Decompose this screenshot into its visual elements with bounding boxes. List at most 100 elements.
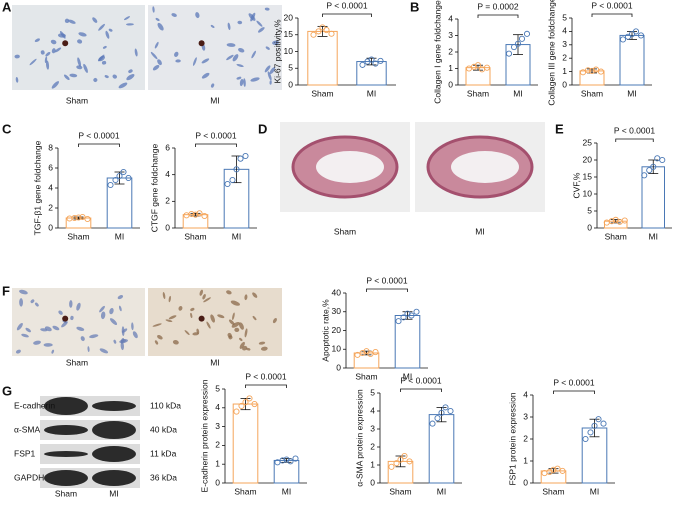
- data-point: [393, 460, 400, 467]
- cell-nucleus: [227, 22, 231, 31]
- cell-nucleus: [126, 23, 134, 26]
- data-point: [287, 458, 294, 465]
- y-tick-label: 0: [215, 477, 220, 487]
- cell-nucleus: [264, 7, 270, 11]
- cell-nucleus: [76, 302, 81, 311]
- data-point: [188, 210, 195, 218]
- data-point: [523, 30, 531, 37]
- y-tick-label: 2: [523, 433, 528, 443]
- cell-nucleus: [50, 39, 57, 45]
- data-point: [372, 349, 379, 356]
- y-tick-label: 15: [583, 171, 593, 181]
- cell-nucleus: [236, 76, 242, 80]
- cell-nucleus: [102, 45, 107, 49]
- cell-nucleus: [269, 80, 272, 85]
- y-tick-label: 1: [370, 459, 375, 469]
- panel-label: D: [258, 121, 267, 136]
- micrograph: [12, 5, 145, 90]
- y-tick-label: 4: [370, 405, 375, 415]
- cell-nucleus: [251, 50, 256, 59]
- cell-nucleus: [236, 63, 244, 68]
- cell-nucleus: [34, 302, 39, 307]
- cell-nucleus: [174, 51, 179, 57]
- cell-nucleus: [64, 18, 70, 24]
- cell-nucleus: [231, 321, 240, 328]
- data-point: [505, 50, 513, 57]
- data-point: [323, 27, 330, 34]
- panel-label: A: [2, 0, 12, 14]
- cell-nucleus: [250, 12, 256, 22]
- data-point: [641, 172, 648, 179]
- cell-nucleus: [104, 75, 109, 79]
- p-value: P < 0.0001: [553, 377, 594, 387]
- p-value: P < 0.0001: [400, 375, 441, 385]
- data-point: [84, 215, 91, 223]
- data-point: [600, 420, 607, 427]
- cell-nucleus: [54, 47, 62, 53]
- x-tick-label: MI: [649, 231, 658, 241]
- p-value: P < 0.0001: [591, 0, 632, 10]
- cell-nucleus: [244, 294, 248, 301]
- y-tick-label: 6: [165, 142, 170, 152]
- cell-nucleus: [157, 334, 163, 340]
- y-tick-label: 10: [332, 344, 342, 354]
- cell-nucleus: [234, 327, 240, 333]
- data-point: [584, 67, 592, 74]
- cell-nucleus: [19, 298, 23, 307]
- cell-nucleus: [93, 77, 98, 83]
- cell-nucleus: [69, 300, 73, 308]
- p-value: P < 0.0001: [195, 130, 236, 140]
- significance-bracket: [477, 14, 519, 18]
- data-point: [75, 214, 82, 221]
- data-point: [395, 318, 402, 325]
- y-tick-label: 1: [523, 455, 528, 465]
- y-tick-label: 2: [165, 196, 170, 206]
- blot-band: [92, 421, 136, 439]
- data-point: [483, 64, 491, 71]
- bar: [106, 177, 133, 229]
- cell-nucleus: [242, 345, 248, 351]
- blot-band: [44, 470, 88, 486]
- bar: [428, 414, 455, 484]
- data-point: [608, 218, 615, 225]
- cell-nucleus: [51, 81, 60, 89]
- cell-nucleus: [52, 325, 60, 331]
- cell-nucleus: [152, 64, 160, 71]
- cell-nucleus: [201, 58, 210, 64]
- cell-nucleus: [257, 27, 265, 33]
- cell-nucleus: [113, 339, 117, 344]
- y-tick-label: 3: [370, 423, 375, 433]
- cell-nucleus: [210, 314, 215, 323]
- data-point: [242, 399, 249, 406]
- data-point: [238, 402, 245, 409]
- cell-nucleus: [162, 292, 166, 300]
- cell-nucleus: [40, 328, 48, 332]
- cell-nucleus: [250, 77, 260, 82]
- y-tick-label: 4: [48, 182, 53, 192]
- cell-nucleus: [15, 77, 19, 83]
- y-tick-label: 3: [448, 30, 453, 40]
- data-point: [597, 68, 605, 75]
- image-caption: Sham: [334, 226, 356, 236]
- data-point: [125, 174, 132, 182]
- cell-nucleus: [118, 82, 128, 89]
- x-tick-label: Sham: [67, 231, 89, 241]
- cell-nucleus: [70, 315, 74, 321]
- image-caption: MI: [475, 226, 484, 236]
- data-point: [201, 212, 208, 220]
- cell-nucleus: [237, 20, 243, 25]
- cell-nucleus: [157, 59, 162, 66]
- x-tick-label: MI: [115, 231, 124, 241]
- y-axis-label: CTGF gene foldchange: [149, 144, 159, 233]
- data-point: [559, 467, 566, 474]
- cell-nucleus: [239, 78, 244, 87]
- cell-nucleus: [109, 318, 118, 325]
- cell-nucleus: [117, 295, 124, 300]
- y-tick-label: 30: [332, 306, 342, 316]
- y-tick-label: 5: [587, 205, 592, 215]
- band-size: 36 kDa: [150, 472, 177, 482]
- y-tick-label: 40: [332, 287, 342, 297]
- cell-nucleus: [165, 319, 173, 323]
- data-point: [233, 166, 240, 173]
